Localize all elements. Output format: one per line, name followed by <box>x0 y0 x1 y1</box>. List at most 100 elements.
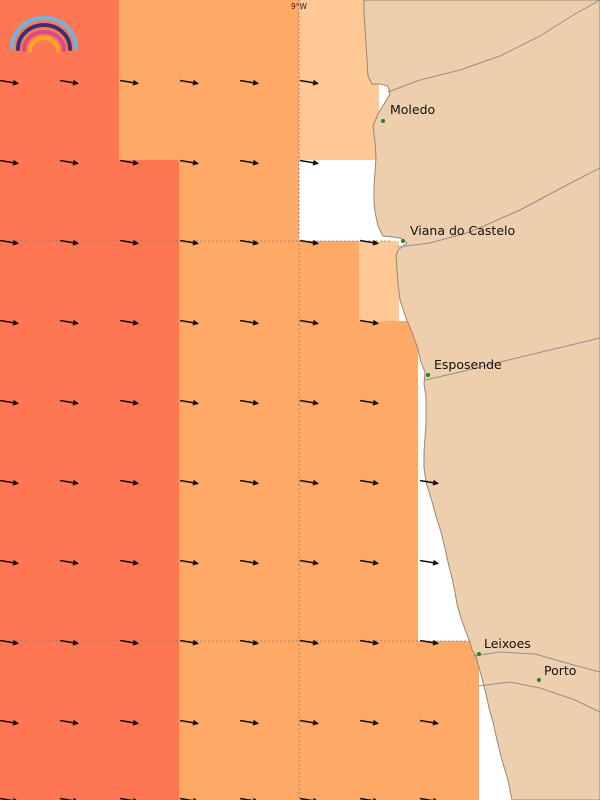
direction-arrow-icon <box>59 319 79 326</box>
direction-arrow-icon <box>59 559 79 566</box>
direction-arrow-icon <box>179 479 199 486</box>
sea-cell-strong <box>0 0 119 800</box>
direction-arrow-icon <box>239 79 259 86</box>
direction-arrow-icon <box>0 559 19 566</box>
direction-arrow-icon <box>299 639 319 646</box>
place-dot <box>426 373 430 377</box>
rainbow-logo-icon <box>10 16 78 53</box>
direction-arrow-icon <box>359 399 379 406</box>
sea-cell-strong <box>119 160 179 800</box>
direction-arrow-icon <box>59 399 79 406</box>
direction-arrow-icon <box>239 559 259 566</box>
direction-arrow-icon <box>119 719 139 726</box>
direction-arrow-icon <box>299 479 319 486</box>
direction-arrow-icon <box>119 797 139 800</box>
direction-arrow-icon <box>299 559 319 566</box>
place-label-viana: Viana do Castelo <box>410 223 515 238</box>
direction-arrow-icon <box>0 639 19 646</box>
land-area <box>363 0 600 800</box>
direction-arrow-icon <box>59 79 79 86</box>
places: Moledo Viana do Castelo Esposende Leixoe… <box>381 102 576 682</box>
direction-arrow-icon <box>359 319 379 326</box>
longitude-label: 9°W <box>291 2 308 11</box>
sea-cell-moderate <box>119 0 299 160</box>
direction-arrow-icon <box>119 399 139 406</box>
direction-arrow-icon <box>239 479 259 486</box>
direction-arrow-icon <box>119 319 139 326</box>
place-dot <box>401 239 405 243</box>
direction-arrow-icon <box>179 639 199 646</box>
direction-arrow-icon <box>119 559 139 566</box>
direction-arrow-icon <box>239 639 259 646</box>
direction-arrow-icon <box>179 79 199 86</box>
sea-cell-moderate <box>299 241 359 321</box>
direction-arrow-icon <box>419 719 439 726</box>
direction-arrow-icon <box>59 159 79 166</box>
direction-arrows <box>0 79 439 800</box>
direction-arrow-icon <box>0 79 19 86</box>
place-dot <box>537 678 541 682</box>
direction-arrow-icon <box>419 797 439 800</box>
sea-cells <box>0 0 479 800</box>
direction-arrow-icon <box>0 719 19 726</box>
direction-arrow-icon <box>239 319 259 326</box>
sea-cell-moderate <box>179 160 299 800</box>
direction-arrow-icon <box>239 239 259 246</box>
place-label-leixoes: Leixoes <box>484 636 531 651</box>
direction-arrow-icon <box>119 159 139 166</box>
direction-arrow-icon <box>59 719 79 726</box>
direction-arrow-icon <box>179 239 199 246</box>
direction-arrow-icon <box>419 559 439 566</box>
direction-arrow-icon <box>359 559 379 566</box>
sea-cell-moderate <box>299 641 479 800</box>
direction-arrow-icon <box>359 239 379 246</box>
direction-arrow-icon <box>299 399 319 406</box>
direction-arrow-icon <box>359 719 379 726</box>
direction-arrow-icon <box>239 159 259 166</box>
direction-arrow-icon <box>0 319 19 326</box>
place-label-porto: Porto <box>544 663 576 678</box>
sea-cell-light <box>359 241 399 321</box>
direction-arrow-icon <box>0 479 19 486</box>
place-dot <box>477 652 481 656</box>
direction-arrow-icon <box>0 797 19 800</box>
sea-cell-moderate <box>299 321 418 641</box>
direction-arrow-icon <box>239 719 259 726</box>
direction-arrow-icon <box>359 479 379 486</box>
direction-arrow-icon <box>59 239 79 246</box>
direction-arrow-icon <box>299 719 319 726</box>
direction-arrow-icon <box>179 719 199 726</box>
place-label-esposende: Esposende <box>434 357 502 372</box>
place-dot <box>381 119 385 123</box>
direction-arrow-icon <box>119 239 139 246</box>
direction-arrow-icon <box>299 797 319 800</box>
rivers <box>387 0 600 713</box>
direction-arrow-icon <box>179 319 199 326</box>
direction-arrow-icon <box>179 159 199 166</box>
direction-arrow-icon <box>299 159 319 166</box>
direction-arrow-icon <box>299 319 319 326</box>
direction-arrow-icon <box>0 159 19 166</box>
direction-arrow-icon <box>359 639 379 646</box>
place-label-moledo: Moledo <box>390 102 435 117</box>
direction-arrow-icon <box>119 479 139 486</box>
direction-arrow-icon <box>239 797 259 800</box>
direction-arrow-icon <box>119 639 139 646</box>
direction-arrow-icon <box>299 79 319 86</box>
direction-arrow-icon <box>239 399 259 406</box>
direction-arrow-icon <box>59 639 79 646</box>
direction-arrow-icon <box>59 797 79 800</box>
direction-arrow-icon <box>119 79 139 86</box>
direction-arrow-icon <box>179 399 199 406</box>
direction-arrow-icon <box>59 479 79 486</box>
direction-arrow-icon <box>299 239 319 246</box>
direction-arrow-icon <box>0 239 19 246</box>
direction-arrow-icon <box>179 797 199 800</box>
direction-arrow-icon <box>0 399 19 406</box>
direction-arrow-icon <box>179 559 199 566</box>
direction-arrow-icon <box>359 797 379 800</box>
direction-arrow-icon <box>419 479 439 486</box>
direction-arrow-icon <box>419 639 439 646</box>
